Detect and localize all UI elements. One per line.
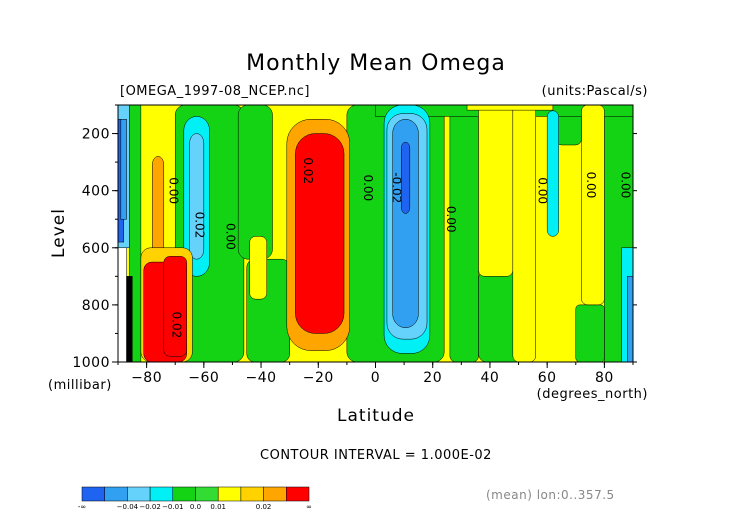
colorbar-label: 0.0 [190, 503, 201, 511]
axis-ticks: −80 −60 −40 −20 0 20 40 60 80 200 400 600 800 1000 [72, 104, 637, 386]
colorbar-swatch [81, 486, 105, 502]
mean-note: (mean) lon:0..357.5 [486, 488, 615, 502]
contour-field [118, 105, 633, 362]
band-orange-sh1 [152, 156, 165, 260]
x-tick-label: 40 [481, 370, 500, 386]
contour-interval-text: CONTOUR INTERVAL = 1.000E-02 [260, 448, 492, 463]
x-axis-label: Latitude [337, 406, 415, 426]
colorbar-swatch [104, 486, 128, 502]
contour-labels: 0.00 0.02 0.00 0.02 0.00 -0.02 0.00 0.00 0.00 0.0… [167, 157, 633, 338]
chart-title: Monthly Mean Omega [246, 51, 506, 76]
colorbar-swatch [127, 486, 151, 502]
band-blue-nh-lat90 [627, 276, 633, 362]
contour-label: 0.02 [301, 157, 315, 184]
colorbar-label: −0.02 [139, 503, 160, 511]
x-tick-label: 60 [538, 370, 557, 386]
topography-mask-white [118, 247, 127, 362]
contour-label: 0.00 [444, 206, 458, 233]
band-yellow-nh-mid2 [512, 105, 536, 362]
colorbar-label: ∞ [306, 503, 312, 511]
y-tick-label: 200 [82, 127, 110, 143]
band-deepblue-eq [401, 141, 411, 214]
y-axis-label: Level [49, 208, 69, 258]
y-unit-label: (millibar) [48, 378, 112, 393]
contour-label: 0.00 [584, 172, 598, 199]
colorbar-swatch [286, 486, 310, 502]
contour-label: 0.00 [619, 172, 633, 199]
file-label: [OMEGA_1997-08_NCEP.nc] [120, 84, 310, 99]
contour-label: 0.00 [536, 177, 550, 204]
band-blue-eq [392, 119, 419, 328]
x-tick-label: −60 [188, 370, 219, 386]
colorbar-swatch [240, 486, 264, 502]
y-tick-label: 400 [82, 184, 110, 200]
band-lightblue-sh [189, 133, 205, 260]
band-red-sh-core [163, 256, 187, 357]
y-tick-label: 800 [82, 298, 110, 314]
colorbar-label: 0.01 [210, 503, 226, 511]
x-unit-label: (degrees_north) [537, 387, 648, 402]
colorbar-swatch [149, 486, 174, 502]
x-tick-label: 20 [423, 370, 442, 386]
contour-label: 0.00 [361, 174, 375, 201]
x-tick-label: −80 [131, 370, 162, 386]
colorbar-swatch [195, 486, 219, 502]
colorbar-swatch [263, 486, 287, 502]
band-red-shsub [295, 133, 345, 334]
band-yellow-nh-mid [478, 105, 514, 277]
colorbar-swatch [217, 486, 242, 502]
colorbar-label: −0.04 [117, 503, 139, 511]
band-yellow-nh-80 [581, 105, 605, 306]
topography-mask-black [126, 276, 133, 362]
y-tick-label: 1000 [72, 355, 110, 371]
colorbar-label: −0.01 [162, 503, 183, 511]
band-cyan-nh-lat60 [546, 110, 559, 237]
band-green-midsh [237, 105, 273, 260]
units-label: (units:Pascal/s) [542, 84, 648, 99]
x-tick-label: −20 [303, 370, 334, 386]
y-tick-label: 600 [82, 241, 110, 257]
x-tick-label: −40 [246, 370, 277, 386]
x-tick-label: 80 [595, 370, 614, 386]
contour-label: 0.00 [167, 177, 181, 204]
band-yellow-top [466, 105, 554, 111]
contour-label: 0.02 [192, 212, 206, 239]
x-tick-label: 0 [371, 370, 380, 386]
band-green-sh1 [129, 105, 142, 362]
band-green-nh5 [575, 304, 605, 362]
colorbar: -∞ −0.04 −0.02 −0.01 0.0 0.01 0.02 ∞ [78, 486, 312, 511]
band-sh-edge-lightblue [120, 119, 127, 220]
band-yellow-sh-mid [249, 236, 268, 300]
colorbar-swatch [172, 486, 196, 502]
contour-label: 0.00 [224, 223, 238, 250]
contour-label: 0.02 [169, 312, 183, 339]
contour-label: -0.02 [390, 172, 404, 203]
band-green-nh1 [449, 105, 479, 362]
colorbar-label: 0.02 [256, 503, 272, 511]
colorbar-label: -∞ [78, 503, 86, 511]
